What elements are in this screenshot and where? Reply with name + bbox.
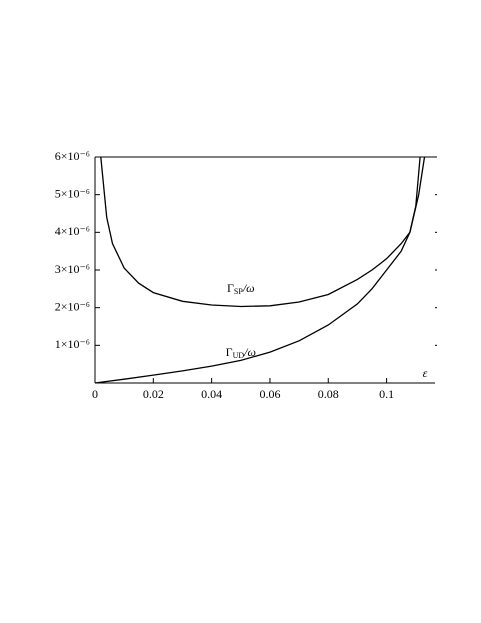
curve-label-suffix: /ω [243, 345, 256, 359]
curve-label: ΓUD/ω [226, 345, 256, 360]
curve-label-symbol: Γ [227, 281, 234, 295]
x-axis-label: ε [423, 366, 428, 380]
curve-label-symbol: Γ [226, 345, 233, 359]
x-tick-label: 0.08 [318, 387, 339, 401]
x-tick-label: 0.02 [143, 387, 164, 401]
curve-label-subscript: UD [233, 351, 245, 360]
y-tick-label: 6×10⁻⁶ [55, 149, 90, 163]
series-line [94, 156, 426, 384]
y-tick-label: 1×10⁻⁶ [55, 337, 90, 351]
curve-label-suffix: /ω [242, 281, 255, 295]
series-line [100, 156, 421, 308]
curve-label: ΓSP/ω [227, 281, 255, 296]
x-tick-label: 0 [92, 387, 98, 401]
curve-label-subscript: SP [234, 287, 243, 296]
y-tick-label: 2×10⁻⁶ [55, 299, 90, 313]
x-tick-label: 0.04 [201, 387, 222, 401]
x-tick-label: 0.1 [379, 387, 394, 401]
y-tick-label: 4×10⁻⁶ [55, 224, 90, 238]
x-tick-label: 0.06 [259, 387, 280, 401]
y-tick-label: 5×10⁻⁶ [55, 186, 90, 200]
y-tick-label: 3×10⁻⁶ [55, 262, 90, 276]
